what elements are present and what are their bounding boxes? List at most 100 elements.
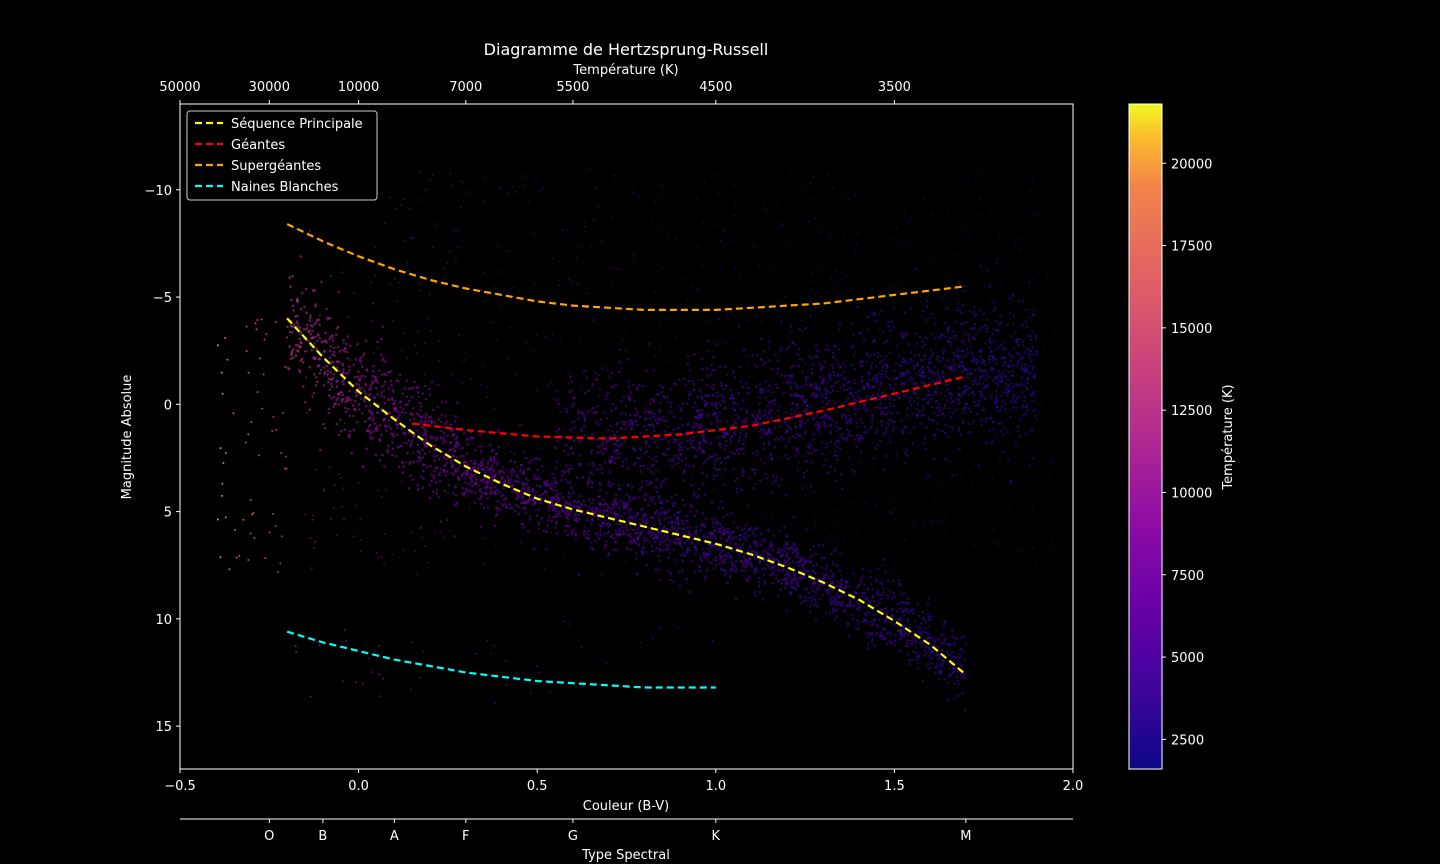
star-point [473, 501, 476, 505]
star-point [704, 440, 707, 443]
star-point [381, 453, 384, 457]
star-point [639, 517, 642, 521]
star-point [398, 373, 402, 377]
star-point [301, 291, 304, 295]
star-point [597, 518, 600, 521]
star-point [526, 479, 530, 482]
star-point [801, 563, 804, 567]
star-point [835, 600, 838, 604]
star-point [569, 481, 572, 484]
star-point [733, 420, 736, 424]
star-point [662, 549, 665, 552]
star-point [791, 561, 794, 564]
star-point [909, 609, 912, 613]
star-point [370, 380, 374, 383]
star-point [359, 550, 362, 553]
star-point [419, 405, 423, 408]
star-point [645, 369, 649, 373]
star-point [661, 386, 665, 390]
star-point [896, 411, 900, 415]
star-point [438, 416, 441, 419]
star-point [692, 494, 696, 497]
star-point [635, 410, 639, 414]
star-point [865, 614, 868, 617]
star-point [522, 526, 526, 529]
star-point [304, 287, 308, 291]
star-point [554, 445, 557, 448]
star-point [648, 423, 652, 427]
star-point [720, 384, 723, 387]
star-point [431, 408, 435, 412]
star-point [482, 364, 484, 367]
star-point [827, 592, 831, 596]
star-point [683, 554, 687, 557]
star-point [759, 423, 763, 427]
star-point [529, 515, 532, 518]
star-point [686, 447, 690, 451]
star-point [455, 455, 459, 459]
star-point [871, 637, 874, 641]
star-point [822, 406, 825, 409]
star-point [450, 184, 453, 187]
star-point [807, 220, 810, 223]
star-point [987, 361, 990, 365]
star-point [1005, 387, 1008, 391]
star-point [927, 667, 931, 671]
star-point [871, 378, 875, 381]
star-point [778, 529, 781, 533]
star-point [999, 429, 1003, 433]
star-point [654, 568, 658, 571]
star-point [909, 307, 913, 310]
star-point [650, 533, 654, 537]
star-point [864, 597, 867, 601]
star-point [377, 412, 380, 415]
star-point [748, 577, 751, 581]
star-point [994, 348, 998, 351]
star-point [846, 388, 849, 391]
star-point [1028, 315, 1031, 319]
star-point [796, 450, 800, 454]
star-point [433, 459, 437, 462]
star-point [547, 506, 550, 509]
star-point [835, 592, 839, 595]
star-point [796, 406, 799, 410]
star-point [621, 464, 625, 468]
star-point [871, 413, 875, 417]
star-point [853, 597, 856, 601]
star-point [804, 571, 807, 574]
star-point [914, 380, 917, 384]
star-point [880, 410, 884, 414]
star-point [345, 342, 348, 346]
star-point [712, 558, 716, 561]
star-point [947, 643, 951, 646]
star-point [842, 437, 845, 440]
star-point [486, 505, 490, 509]
star-point [638, 488, 642, 491]
star-point [963, 674, 966, 678]
star-point [980, 326, 984, 329]
star-point [314, 321, 318, 324]
star-point [592, 463, 595, 467]
star-point [847, 603, 851, 607]
star-point [600, 467, 604, 470]
star-point [985, 373, 989, 376]
star-point [773, 403, 777, 406]
star-point [680, 545, 684, 549]
star-point [420, 199, 423, 201]
star-point [768, 384, 771, 387]
star-point [610, 266, 613, 269]
star-point [986, 327, 989, 330]
star-point [424, 417, 428, 420]
star-point [332, 396, 336, 399]
star-point [314, 305, 317, 308]
star-point [865, 394, 869, 398]
star-point [396, 426, 399, 430]
star-point [359, 376, 362, 380]
star-point [747, 549, 750, 552]
star-point [610, 511, 613, 514]
star-point [483, 562, 486, 565]
star-point [584, 536, 588, 539]
star-point [810, 600, 814, 603]
star-point [944, 383, 947, 386]
star-point [988, 358, 991, 361]
